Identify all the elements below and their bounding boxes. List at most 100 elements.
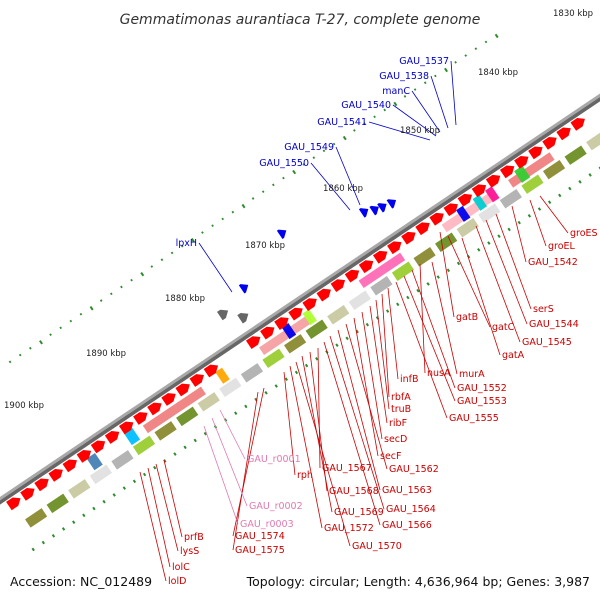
gene-arrow[interactable] — [175, 383, 190, 397]
red-gene-label[interactable]: GAU_1555 — [449, 413, 499, 424]
red-gene-label[interactable]: lolC — [172, 562, 190, 573]
gene-arrow[interactable] — [62, 459, 77, 473]
gene-arrow[interactable] — [104, 431, 120, 444]
blue-gene-label[interactable]: lpxH — [176, 238, 197, 249]
gene-arrow[interactable] — [471, 184, 487, 198]
gray-gene-arrow[interactable] — [217, 309, 229, 321]
gene-arrow[interactable] — [358, 260, 374, 274]
position-tick — [110, 292, 113, 296]
gene-arrow[interactable] — [20, 487, 35, 501]
gene-arrow[interactable] — [34, 478, 49, 492]
gene-arrow[interactable] — [260, 326, 275, 340]
gene-arrow[interactable] — [245, 336, 261, 349]
gene-arrow[interactable] — [401, 231, 416, 245]
kbp-marker: 1830 kbp — [553, 9, 593, 19]
blue-gene-label[interactable]: manC — [382, 86, 410, 97]
red-gene-label[interactable]: lolD — [168, 576, 186, 587]
red-gene-label[interactable]: rph — [297, 470, 313, 481]
red-gene-label[interactable]: GAU_1575 — [235, 545, 285, 556]
gene-arrow[interactable] — [330, 279, 346, 293]
red-gene-label[interactable]: prfB — [184, 532, 204, 543]
red-gene-label[interactable]: rbfA — [391, 392, 411, 403]
red-gene-label[interactable]: GAU_1564 — [386, 504, 436, 515]
gene-arrow[interactable] — [415, 222, 430, 236]
gene-arrow[interactable] — [161, 393, 176, 406]
position-tick — [261, 190, 265, 194]
blue-gene-label[interactable]: GAU_1537 — [399, 56, 449, 67]
gene-arrow[interactable] — [316, 288, 331, 302]
red-gene-label[interactable]: GAU_1552 — [457, 383, 507, 394]
red-gene-label[interactable]: nusA — [427, 368, 451, 379]
gene-arrow[interactable] — [288, 307, 303, 321]
inner-tick — [203, 431, 208, 436]
blue-gene-label[interactable]: GAU_1549 — [284, 142, 334, 153]
red-gene-label[interactable]: GAU_1570 — [352, 541, 402, 552]
gene-arrow[interactable] — [556, 127, 571, 141]
gene-arrow[interactable] — [118, 421, 134, 435]
red-gene-label[interactable]: GAU_1544 — [529, 319, 579, 330]
red-gene-label[interactable]: GAU_1566 — [382, 520, 432, 531]
red-gene-label[interactable]: infB — [400, 374, 419, 385]
gene-arrow[interactable] — [76, 450, 92, 463]
gene-arrow[interactable] — [203, 364, 219, 378]
gene-arrow[interactable] — [429, 212, 444, 226]
gene-arrow[interactable] — [274, 317, 289, 330]
blue-gene-label[interactable]: GAU_1538 — [379, 71, 429, 82]
red-gene-label[interactable]: GAU_1542 — [528, 257, 578, 268]
red-gene-label[interactable]: GAU_1574 — [235, 531, 285, 542]
gene-arrow[interactable] — [528, 146, 543, 160]
gene-arrow[interactable] — [189, 374, 204, 387]
gene-arrow[interactable] — [302, 298, 317, 312]
blue-gene-label[interactable]: GAU_1550 — [259, 158, 309, 169]
gene-arrow[interactable] — [499, 165, 515, 179]
rrna-gene-label[interactable]: GAU_r0002 — [249, 501, 303, 512]
red-gene-label[interactable]: GAU_1572 — [324, 523, 374, 534]
red-gene-label[interactable]: lysS — [180, 546, 199, 557]
red-gene-label[interactable]: gatB — [456, 312, 478, 323]
red-gene-label[interactable]: GAU_1567 — [322, 463, 372, 474]
leader-line — [392, 104, 437, 137]
red-gene-label[interactable]: serS — [533, 304, 554, 315]
gene-arrow[interactable] — [542, 136, 557, 150]
red-gene-label[interactable]: truB — [391, 404, 411, 415]
red-gene-label[interactable]: gatC — [492, 322, 515, 333]
label-leader-lines — [139, 60, 569, 582]
gene-arrow[interactable] — [443, 203, 458, 217]
gene-arrow[interactable] — [514, 155, 529, 169]
red-gene-label[interactable]: murA — [459, 369, 485, 380]
red-gene-label[interactable]: GAU_1569 — [334, 507, 384, 518]
red-gene-label[interactable]: GAU_1562 — [389, 464, 439, 475]
red-gene-label[interactable]: GAU_1553 — [457, 396, 507, 407]
blue-gene-arrow[interactable] — [386, 199, 397, 209]
gene-arrow[interactable] — [6, 497, 21, 511]
gene-arrow[interactable] — [48, 468, 63, 482]
gene-arrow[interactable] — [457, 193, 473, 207]
blue-gene-arrow[interactable] — [358, 208, 369, 218]
blue-gene-arrow[interactable] — [238, 284, 249, 294]
rrna-gene-label[interactable]: GAU_r0001 — [247, 454, 301, 465]
red-gene-label[interactable]: groES — [570, 228, 598, 239]
gray-gene-arrow[interactable] — [237, 312, 249, 324]
gene-arrow[interactable] — [570, 118, 585, 131]
gene-arrow[interactable] — [90, 440, 106, 454]
gene-arrow[interactable] — [344, 269, 360, 283]
blue-gene-arrow[interactable] — [369, 205, 379, 216]
gene-arrow[interactable] — [387, 241, 402, 255]
gene-arrow[interactable] — [133, 412, 148, 425]
gene-arrow[interactable] — [485, 174, 501, 188]
gene-arrow[interactable] — [147, 402, 162, 416]
rrna-gene-label[interactable]: GAU_r0003 — [240, 519, 294, 530]
gene-arrow[interactable] — [372, 250, 388, 264]
blue-gene-arrow[interactable] — [276, 229, 287, 239]
red-gene-label[interactable]: gatA — [502, 350, 525, 361]
red-gene-label[interactable]: GAU_1568 — [329, 486, 379, 497]
red-gene-label[interactable]: GAU_1563 — [382, 485, 432, 496]
red-gene-label[interactable]: secF — [380, 451, 401, 462]
red-gene-label[interactable]: groEL — [548, 241, 576, 252]
blue-gene-label[interactable]: GAU_1540 — [341, 100, 391, 111]
red-gene-label[interactable]: secD — [384, 434, 407, 445]
red-gene-label[interactable]: GAU_1545 — [522, 337, 572, 348]
red-gene-label[interactable]: ribF — [389, 418, 407, 429]
blue-gene-label[interactable]: GAU_1541 — [317, 117, 367, 128]
blue-gene-arrow[interactable] — [377, 203, 387, 213]
